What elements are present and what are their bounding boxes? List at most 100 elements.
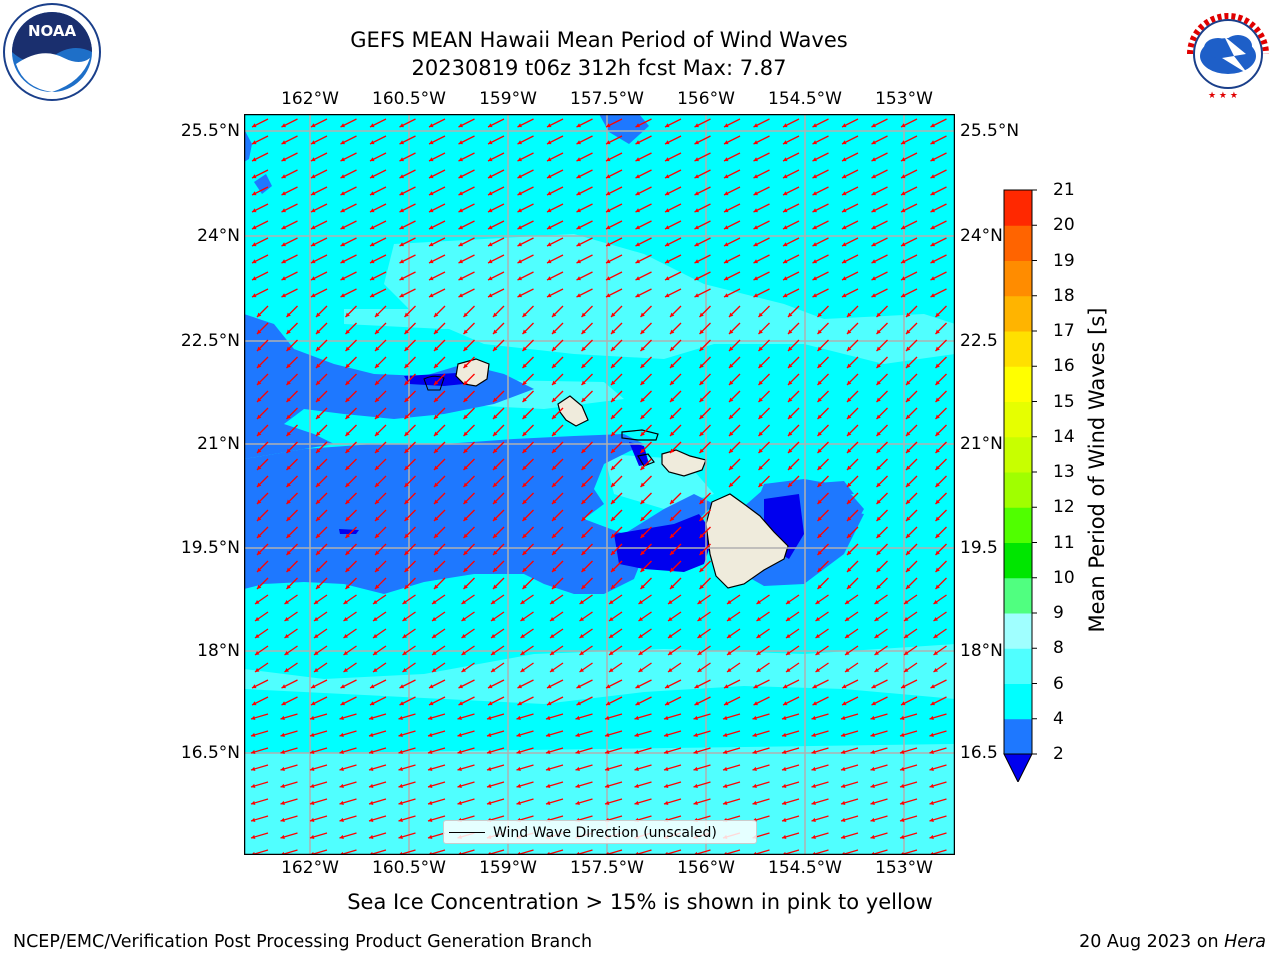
direction-arrow	[340, 696, 357, 706]
colorbar-tick-label: 21	[1053, 180, 1075, 200]
direction-arrow	[605, 254, 623, 264]
direction-arrow	[339, 832, 357, 839]
top-lon-label: 157.5°W	[570, 89, 644, 109]
direction-arrow	[846, 560, 859, 573]
direction-arrow	[315, 390, 328, 403]
map-frame	[244, 114, 955, 855]
direction-arrow	[546, 849, 564, 854]
direction-arrow	[812, 152, 829, 162]
direction-arrow	[374, 322, 387, 335]
direction-arrow	[664, 186, 682, 196]
direction-arrow	[634, 798, 652, 805]
direction-arrow	[811, 730, 829, 737]
direction-arrow	[664, 169, 682, 179]
direction-arrow	[930, 203, 947, 213]
direction-arrow	[254, 611, 269, 622]
direction-arrow	[935, 390, 947, 403]
direction-arrow	[398, 832, 416, 839]
direction-arrow	[310, 849, 328, 854]
direction-arrow	[899, 815, 918, 822]
direction-arrow	[812, 203, 829, 213]
direction-arrow	[935, 526, 947, 539]
direction-arrow	[457, 764, 475, 771]
colorbar-title: Mean Period of Wind Waves [s]	[1085, 307, 1109, 633]
direction-arrow	[785, 662, 800, 673]
direction-arrow	[900, 679, 918, 689]
direction-arrow	[315, 339, 328, 352]
direction-arrow	[753, 152, 770, 162]
direction-arrow	[374, 441, 387, 454]
direction-arrow	[286, 390, 298, 403]
direction-arrow	[256, 356, 269, 369]
left-lat-label: 21°N	[197, 434, 240, 454]
direction-arrow	[610, 390, 623, 403]
direction-arrow	[372, 662, 387, 673]
direction-arrow	[404, 577, 416, 590]
direction-arrow	[753, 849, 770, 854]
direction-arrow	[284, 662, 298, 673]
direction-arrow	[935, 458, 947, 471]
direction-arrow	[694, 288, 711, 298]
direction-arrow	[812, 118, 829, 128]
direction-arrow	[286, 475, 298, 488]
direction-arrow	[930, 696, 947, 706]
direction-arrow	[281, 152, 298, 162]
direction-arrow	[369, 237, 387, 247]
direction-arrow	[669, 441, 682, 454]
direction-arrow	[693, 798, 711, 805]
direction-arrow	[929, 832, 947, 839]
direction-arrow	[781, 781, 800, 788]
direction-arrow	[522, 390, 534, 403]
direction-arrow	[699, 339, 711, 352]
direction-arrow	[256, 475, 269, 488]
direction-arrow	[284, 594, 298, 605]
direction-arrow	[605, 135, 623, 145]
direction-arrow	[664, 237, 682, 247]
direction-arrow	[551, 407, 564, 420]
direction-arrow	[286, 322, 298, 335]
direction-arrow	[487, 118, 505, 128]
direction-arrow	[935, 322, 947, 335]
direction-arrow	[399, 118, 416, 128]
direction-arrow	[817, 475, 829, 488]
direction-arrow	[634, 747, 652, 754]
colorbar-tick-label: 10	[1053, 567, 1075, 588]
direction-arrow	[697, 662, 711, 673]
direction-arrow	[340, 203, 357, 213]
direction-arrow	[846, 509, 859, 522]
direction-arrow	[664, 135, 682, 145]
direction-arrow	[581, 390, 593, 403]
colorbar-tick-label: 18	[1053, 285, 1075, 306]
direction-arrow	[929, 730, 947, 737]
direction-arrow	[310, 135, 328, 145]
direction-arrow	[874, 662, 888, 673]
top-lon-label: 162°W	[281, 89, 339, 109]
direction-arrow	[840, 764, 859, 771]
direction-arrow	[517, 152, 534, 162]
colorbar-segment	[1004, 190, 1032, 226]
direction-arrow	[428, 679, 446, 689]
direction-arrow	[463, 390, 475, 403]
direction-arrow	[315, 543, 328, 556]
direction-arrow	[905, 322, 918, 335]
direction-arrow	[669, 390, 682, 403]
direction-arrow	[581, 475, 593, 488]
direction-arrow	[399, 679, 416, 689]
direction-arrow	[340, 169, 357, 179]
direction-arrow	[339, 764, 357, 771]
direction-arrow	[492, 441, 505, 454]
island-niihau	[423, 375, 445, 391]
direction-arrow	[286, 356, 298, 369]
direction-arrow	[458, 237, 475, 247]
direction-arrow	[723, 169, 741, 179]
direction-arrow	[929, 713, 947, 720]
direction-arrow	[398, 781, 416, 788]
island-oahu	[557, 395, 589, 427]
direction-arrow	[458, 152, 475, 162]
direction-arrow	[900, 271, 918, 281]
direction-arrow	[458, 288, 475, 298]
direction-arrow	[871, 169, 888, 179]
direction-arrow	[551, 339, 564, 352]
direction-arrow	[433, 322, 446, 335]
direction-arrow	[905, 543, 918, 556]
